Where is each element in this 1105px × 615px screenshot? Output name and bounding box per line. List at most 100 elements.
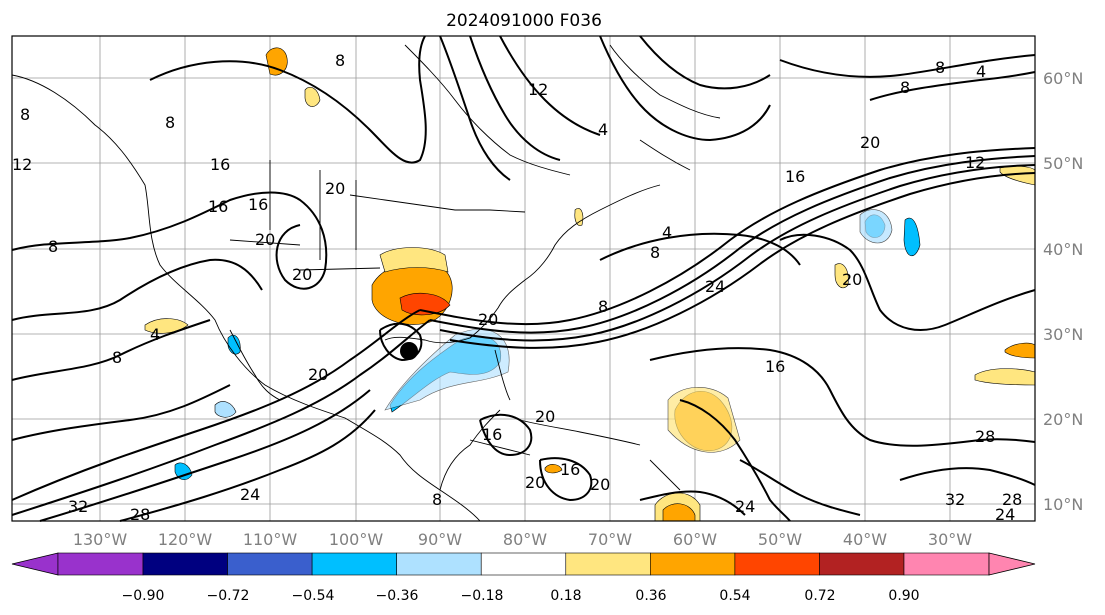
shading-yellow-gulf xyxy=(379,247,449,273)
lon-label: 90°W xyxy=(418,530,462,549)
colorbar-extend-high xyxy=(988,552,1036,576)
shading-orange-carib xyxy=(544,464,563,474)
colorbar-swatches xyxy=(11,552,1036,576)
lon-label: 60°W xyxy=(673,530,717,549)
shading-orange-bottom xyxy=(662,503,696,522)
lat-label: 50°N xyxy=(1043,154,1083,173)
lon-label: 30°W xyxy=(928,530,972,549)
colorbar-tick-label: 0.18 xyxy=(550,588,581,604)
map-title: 2024091000 F036 xyxy=(446,11,602,31)
shading-blue-atlantic2 xyxy=(903,217,921,256)
contour-label: 4 xyxy=(976,62,986,81)
contour-label: 16 xyxy=(560,460,580,479)
colorbar-tick-label: −0.72 xyxy=(207,588,250,604)
lat-label: 10°N xyxy=(1043,495,1083,514)
shading-yellow-baja xyxy=(144,318,189,334)
colorbar-tick-label: 0.54 xyxy=(719,588,750,604)
shading-lightblue-gulf xyxy=(384,328,510,411)
contour-label: 8 xyxy=(20,105,30,124)
contour-label: 8 xyxy=(335,51,345,70)
contour-label-group: 8 8 8 4 12 16 16 20 20 20 24 28 32 4 8 1… xyxy=(12,51,1022,524)
colorbar-tick-label: −0.36 xyxy=(376,588,419,604)
contour-label: 8 xyxy=(432,490,442,509)
colorbar-swatch xyxy=(396,552,482,576)
contour-label: 20 xyxy=(860,133,880,152)
colorbar-tick-label: −0.90 xyxy=(122,588,165,604)
shaded-fields xyxy=(144,47,1036,522)
shading-red-gulf xyxy=(399,292,451,316)
contour-label: 8 xyxy=(48,237,58,256)
contour-label: 20 xyxy=(842,270,862,289)
contour-label: 16 xyxy=(785,167,805,186)
colorbar-swatch xyxy=(734,552,820,576)
contour-label: 24 xyxy=(735,497,755,516)
contour-label: 12 xyxy=(965,153,985,172)
shading-lightblue-atlantic xyxy=(859,209,893,244)
contour-label: 16 xyxy=(210,155,230,174)
contour-label: 4 xyxy=(662,223,672,242)
contour-label: 32 xyxy=(945,490,965,509)
contour-label: 4 xyxy=(150,325,160,344)
contour-label: 20 xyxy=(325,179,345,198)
gridlines xyxy=(12,36,1035,521)
shading-blue-sw xyxy=(174,462,193,480)
lon-label: 40°W xyxy=(843,530,887,549)
lon-label: 110°W xyxy=(243,530,298,549)
colorbar-swatch xyxy=(227,552,313,576)
colorbar-tick-label: −0.54 xyxy=(292,588,335,604)
colorbar-swatch xyxy=(142,552,228,576)
contour-label: 20 xyxy=(478,310,498,329)
contour-label: 20 xyxy=(255,230,275,249)
lat-label: 60°N xyxy=(1043,69,1083,88)
colorbar-swatch xyxy=(311,552,397,576)
shading-yellow-north xyxy=(304,87,321,107)
colorbar-extend-low xyxy=(11,552,59,576)
colorbar-swatch xyxy=(57,552,144,576)
lon-label: 100°W xyxy=(329,530,384,549)
colorbar-swatch xyxy=(480,552,567,576)
colorbar-tick-label: 0.36 xyxy=(635,588,666,604)
shading-yellow-atlantic2 xyxy=(834,263,849,289)
contour-label: 28 xyxy=(1002,490,1022,509)
contour-label: 20 xyxy=(590,475,610,494)
contour-label: 28 xyxy=(975,427,995,446)
contour-label: 24 xyxy=(995,505,1015,524)
contour-label: 8 xyxy=(598,297,608,316)
contour-label: 12 xyxy=(528,80,548,99)
colorbar: −0.90 −0.72 −0.54 −0.36 −0.18 0.18 0.36 … xyxy=(11,552,1036,604)
contour-label: 20 xyxy=(535,407,555,426)
contour-label: 8 xyxy=(900,78,910,97)
contour-label: 20 xyxy=(292,265,312,284)
contour-label: 24 xyxy=(240,485,260,504)
contour-label: 8 xyxy=(650,243,660,262)
map-panel: 8 8 8 4 12 16 16 20 20 20 24 28 32 4 8 1… xyxy=(11,35,1036,524)
contour-label: 4 xyxy=(598,120,608,139)
contour-label: 16 xyxy=(248,195,268,214)
contour-label: 8 xyxy=(112,348,122,367)
colorbar-swatch xyxy=(819,552,905,576)
contour-label: 16 xyxy=(482,425,502,444)
colorbar-swatch xyxy=(650,552,736,576)
lat-label: 30°N xyxy=(1043,325,1083,344)
colorbar-tick-label: 0.90 xyxy=(888,588,919,604)
contour-label: 16 xyxy=(208,197,228,216)
contour-label: 24 xyxy=(705,277,725,296)
lon-label: 130°W xyxy=(73,530,128,549)
contour-label: 16 xyxy=(765,357,785,376)
contour-label: 20 xyxy=(308,365,328,384)
lat-label: 40°N xyxy=(1043,240,1083,259)
colorbar-tick-label: 0.72 xyxy=(804,588,835,604)
contour-label: 8 xyxy=(165,113,175,132)
shading-lightblue-pac xyxy=(214,401,237,418)
lon-label: 70°W xyxy=(588,530,632,549)
contour-label: 28 xyxy=(130,505,150,524)
contour-lines xyxy=(11,35,1036,522)
colorbar-ticks: −0.90 −0.72 −0.54 −0.36 −0.18 0.18 0.36 … xyxy=(122,588,920,604)
contour-label: 20 xyxy=(525,473,545,492)
lon-label: 80°W xyxy=(503,530,547,549)
colorbar-tick-label: −0.18 xyxy=(461,588,504,604)
latitude-labels: 60°N 50°N 40°N 30°N 20°N 10°N xyxy=(1043,69,1083,514)
contour-label: 12 xyxy=(12,155,32,174)
lat-label: 20°N xyxy=(1043,410,1083,429)
longitude-labels: 130°W 120°W 110°W 100°W 90°W 80°W 70°W 6… xyxy=(73,530,972,549)
